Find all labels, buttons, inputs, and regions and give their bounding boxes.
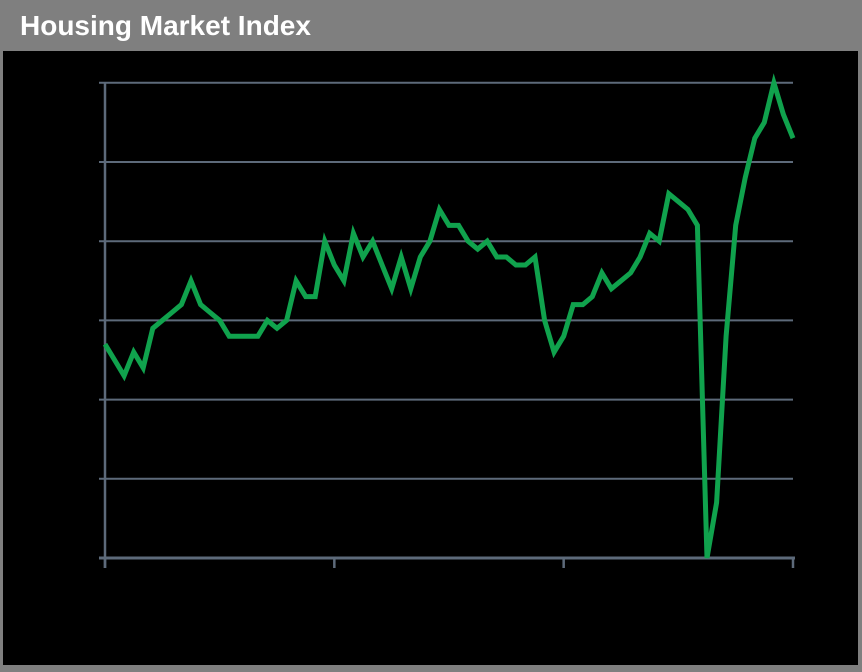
chart-title-bar: Housing Market Index: [0, 0, 862, 51]
chart-title: Housing Market Index: [20, 9, 311, 41]
hmi-series-line: [102, 73, 796, 559]
